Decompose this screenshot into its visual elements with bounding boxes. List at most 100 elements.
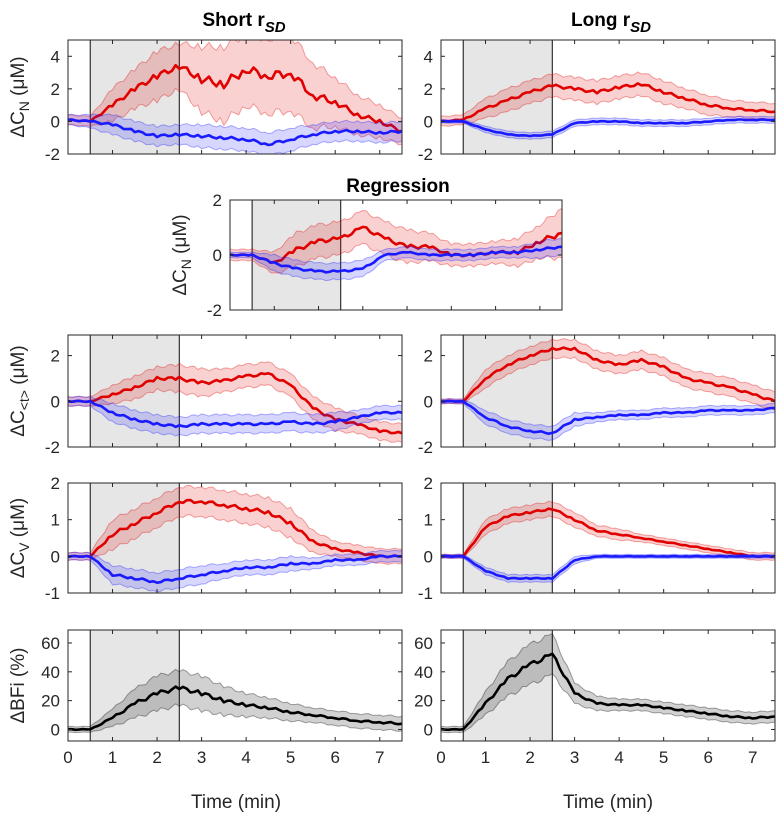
- ytick-label: 0: [51, 112, 60, 131]
- xtick-label: 4: [614, 748, 623, 767]
- line-red: [68, 371, 402, 435]
- series-group: [68, 40, 402, 154]
- ytick-label: -2: [45, 145, 60, 164]
- title-regression: Regression: [346, 176, 449, 197]
- axes-box: [440, 334, 776, 448]
- band-blue: [441, 553, 775, 583]
- ylabel: ΔCN (μM): [170, 214, 194, 295]
- ylabel: ΔBFi (%): [8, 647, 29, 723]
- ytick-label: 0: [51, 547, 60, 566]
- line-red: [441, 507, 775, 559]
- title-short: Short rSD: [202, 10, 285, 36]
- series-group: [441, 632, 775, 734]
- ytick-label: 2: [424, 347, 433, 366]
- ytick-label: 1: [51, 511, 60, 530]
- ytick-label: 1: [424, 511, 433, 530]
- panel-long-cn: -2 0 2 4: [418, 39, 776, 164]
- ytick-label: 2: [424, 80, 433, 99]
- line-black: [68, 685, 402, 732]
- panel-short-bfi: 0 20 40 60 0 1 2 3 4 5 6 7 ΔBFi (%): [8, 629, 403, 767]
- ylabel: ΔCN (μM): [8, 56, 32, 137]
- series-group: [68, 668, 402, 734]
- xtick-label: 5: [659, 748, 668, 767]
- axes-box: [67, 629, 403, 742]
- title-long: Long rSD: [571, 10, 651, 36]
- stimulus-shade: [463, 630, 553, 741]
- axes-box: [440, 482, 776, 594]
- xlabel-right: Time (min): [563, 792, 653, 813]
- xtick-label: 1: [108, 748, 117, 767]
- panel-short-cn: -2 0 2 4 ΔCN (μM): [8, 39, 403, 164]
- ytick-label: 0: [51, 720, 60, 739]
- ytick-label: 2: [51, 80, 60, 99]
- axes-box: [440, 629, 776, 742]
- xtick-label: 7: [748, 748, 757, 767]
- panel-regression-cn: -2 0 2 ΔCN (μM): [170, 191, 563, 320]
- xtick-label: 1: [481, 748, 490, 767]
- ytick-label: 2: [51, 474, 60, 493]
- ytick-label: 20: [41, 692, 60, 711]
- ytick-label: -2: [418, 145, 433, 164]
- panel-long-bfi: 0 20 40 60 0 1 2 3 4 5 6 7: [414, 629, 776, 767]
- xtick-label: 2: [525, 748, 534, 767]
- ytick-label: -2: [207, 301, 222, 320]
- axes-box: [440, 39, 776, 155]
- panel-long-cv: -1 0 1 2: [418, 474, 776, 603]
- xtick-label: 7: [375, 748, 384, 767]
- series-group: [441, 71, 775, 140]
- ytick-label: 20: [414, 692, 433, 711]
- band-red: [68, 40, 402, 146]
- line-blue: [68, 554, 402, 585]
- ytick-label: 2: [424, 474, 433, 493]
- xtick-label: 6: [703, 748, 712, 767]
- line-black: [441, 652, 775, 732]
- axes-box: [67, 482, 403, 594]
- panel-short-ct: -2 0 2 ΔC<t> (μM): [8, 334, 403, 457]
- ytick-label: -1: [45, 584, 60, 603]
- series-group: [68, 485, 402, 593]
- band-red: [230, 207, 562, 274]
- line-red: [441, 82, 775, 123]
- line-red: [68, 63, 402, 133]
- ytick-label: 60: [41, 634, 60, 653]
- panel-long-ct: -2 0 2: [418, 334, 776, 457]
- stimulus-shade: [252, 200, 341, 310]
- series-group: [230, 207, 562, 282]
- ytick-label: 2: [51, 347, 60, 366]
- ytick-label: -2: [45, 438, 60, 457]
- series-group: [441, 337, 775, 442]
- ytick-label: 0: [424, 112, 433, 131]
- series-group: [441, 500, 775, 583]
- line-blue: [441, 399, 775, 436]
- band-blue: [68, 113, 402, 154]
- axes-box: [67, 39, 403, 155]
- xtick-label: 5: [286, 748, 295, 767]
- line-red: [68, 498, 402, 559]
- line-red: [441, 346, 775, 403]
- ytick-label: 40: [41, 663, 60, 682]
- ytick-label: -1: [418, 584, 433, 603]
- ytick-label: 0: [424, 547, 433, 566]
- line-blue: [441, 554, 775, 581]
- xtick-label: 3: [197, 748, 206, 767]
- ytick-label: 2: [213, 191, 222, 210]
- band-red: [441, 71, 775, 127]
- axes-box: [67, 334, 403, 448]
- xlabel-left: Time (min): [191, 792, 281, 813]
- xtick-label: 0: [63, 748, 72, 767]
- xtick-label: 4: [241, 748, 250, 767]
- ytick-label: -2: [418, 438, 433, 457]
- line-blue: [68, 118, 402, 147]
- line-blue: [230, 245, 562, 274]
- band-red: [441, 337, 775, 411]
- stimulus-shade: [90, 335, 180, 447]
- ytick-label: 0: [424, 720, 433, 739]
- line-blue: [68, 399, 402, 429]
- xtick-label: 2: [152, 748, 161, 767]
- series-group: [68, 361, 402, 443]
- line-blue: [441, 118, 775, 138]
- ytick-label: 4: [424, 47, 433, 66]
- ytick-label: 0: [51, 392, 60, 411]
- xtick-label: 0: [436, 748, 445, 767]
